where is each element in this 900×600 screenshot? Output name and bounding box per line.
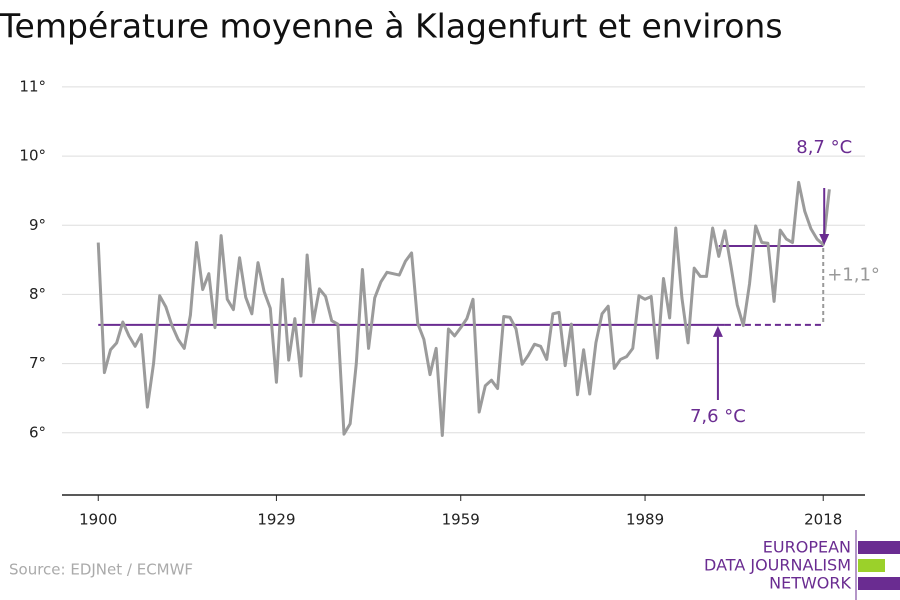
chart-title: Température moyenne à Klagenfurt et envi… — [0, 7, 783, 46]
x-tick-label: 1989 — [626, 511, 664, 529]
logo-bar — [858, 577, 900, 590]
annotation: 8,7 °C — [796, 137, 852, 158]
x-tick-label: 2018 — [804, 511, 842, 529]
arrow-head — [712, 325, 723, 337]
x-tick-label: 1959 — [442, 511, 480, 529]
logo-bar — [858, 559, 885, 572]
source: Source: EDJNet / ECMWF — [9, 561, 193, 579]
x-tick-label: 1929 — [257, 511, 295, 529]
difference-label: +1,1° — [827, 264, 880, 285]
x-tick-label: 1900 — [79, 511, 117, 529]
y-tick-label: 7° — [29, 354, 46, 372]
y-tick-label: 9° — [29, 216, 46, 234]
logo-text: DATA JOURNALISM — [704, 556, 851, 575]
logo: EUROPEAN DATA JOURNALISM NETWORK — [704, 530, 900, 600]
y-tick-label: 11° — [19, 77, 46, 95]
annotation: 7,6 °C — [690, 406, 746, 427]
data-line — [96, 180, 831, 438]
y-tick-label: 6° — [29, 423, 46, 441]
logo-bar — [858, 541, 900, 554]
y-tick-label: 10° — [19, 147, 46, 165]
logo-text: EUROPEAN — [763, 538, 851, 557]
logo-text: NETWORK — [769, 574, 851, 593]
arrow-head — [819, 234, 830, 245]
y-tick-label: 8° — [29, 285, 46, 303]
